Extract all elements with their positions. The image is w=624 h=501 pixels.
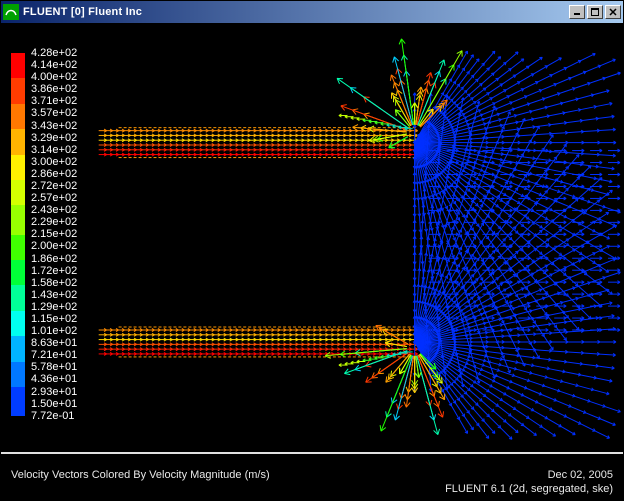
colorbar-tick-label: 2.93e+01 — [31, 386, 77, 398]
app-icon — [3, 4, 19, 20]
colorbar-tick-label: 3.57e+02 — [31, 107, 77, 119]
colorbar-tick-label: 4.00e+02 — [31, 71, 77, 83]
colorbar-tick-label: 7.21e+01 — [31, 349, 77, 361]
colorbar-tick-label: 3.00e+02 — [31, 156, 77, 168]
colorbar-tick-label: 2.43e+02 — [31, 204, 77, 216]
colorbar-tick-label: 1.86e+02 — [31, 253, 77, 265]
close-button[interactable] — [605, 5, 621, 19]
colorbar-tick-label: 7.72e-01 — [31, 410, 77, 422]
plot-area: 4.28e+024.14e+024.00e+023.86e+023.71e+02… — [1, 23, 623, 500]
colorbar-tick-label: 3.29e+02 — [31, 132, 77, 144]
plot-date: Dec 02, 2005 — [548, 468, 613, 482]
solver-info: FLUENT 6.1 (2d, segregated, ske) — [445, 482, 613, 496]
colorbar-tick-label: 3.14e+02 — [31, 144, 77, 156]
colorbar-gradient — [11, 53, 25, 416]
colorbar-tick-label: 1.15e+02 — [31, 313, 77, 325]
colorbar-tick-label: 4.36e+01 — [31, 373, 77, 385]
colorbar-tick-label: 1.50e+01 — [31, 398, 77, 410]
colorbar-tick-label: 1.43e+02 — [31, 289, 77, 301]
colorbar-tick-label: 1.29e+02 — [31, 301, 77, 313]
colorbar-tick-label: 2.15e+02 — [31, 228, 77, 240]
colorbar-tick-label: 2.29e+02 — [31, 216, 77, 228]
colorbar-tick-label: 8.63e+01 — [31, 337, 77, 349]
colorbar-tick-label: 3.86e+02 — [31, 83, 77, 95]
colorbar-tick-label: 1.58e+02 — [31, 277, 77, 289]
app-window: FLUENT [0] Fluent Inc 4.28e+024.14e+024.… — [0, 0, 624, 501]
maximize-button[interactable] — [587, 5, 603, 19]
colorbar-tick-label: 5.78e+01 — [31, 361, 77, 373]
colorbar-tick-label: 2.86e+02 — [31, 168, 77, 180]
colorbar-labels: 4.28e+024.14e+024.00e+023.86e+023.71e+02… — [31, 53, 77, 422]
colorbar-tick-label: 4.28e+02 — [31, 47, 77, 59]
window-title: FLUENT [0] Fluent Inc — [23, 6, 569, 18]
window-controls — [569, 5, 621, 19]
colorbar-tick-label: 1.01e+02 — [31, 325, 77, 337]
colorbar: 4.28e+024.14e+024.00e+023.86e+023.71e+02… — [11, 53, 77, 422]
plot-footer: Velocity Vectors Colored By Velocity Mag… — [1, 452, 623, 500]
plot-caption: Velocity Vectors Colored By Velocity Mag… — [11, 468, 270, 482]
colorbar-tick-label: 2.57e+02 — [31, 192, 77, 204]
colorbar-tick-label: 2.00e+02 — [31, 240, 77, 252]
colorbar-tick-label: 3.43e+02 — [31, 120, 77, 132]
colorbar-tick-label: 4.14e+02 — [31, 59, 77, 71]
title-bar[interactable]: FLUENT [0] Fluent Inc — [1, 1, 623, 23]
vector-field-canvas — [1, 23, 623, 453]
colorbar-tick-label: 2.72e+02 — [31, 180, 77, 192]
minimize-button[interactable] — [569, 5, 585, 19]
colorbar-tick-label: 3.71e+02 — [31, 95, 77, 107]
colorbar-tick-label: 1.72e+02 — [31, 265, 77, 277]
